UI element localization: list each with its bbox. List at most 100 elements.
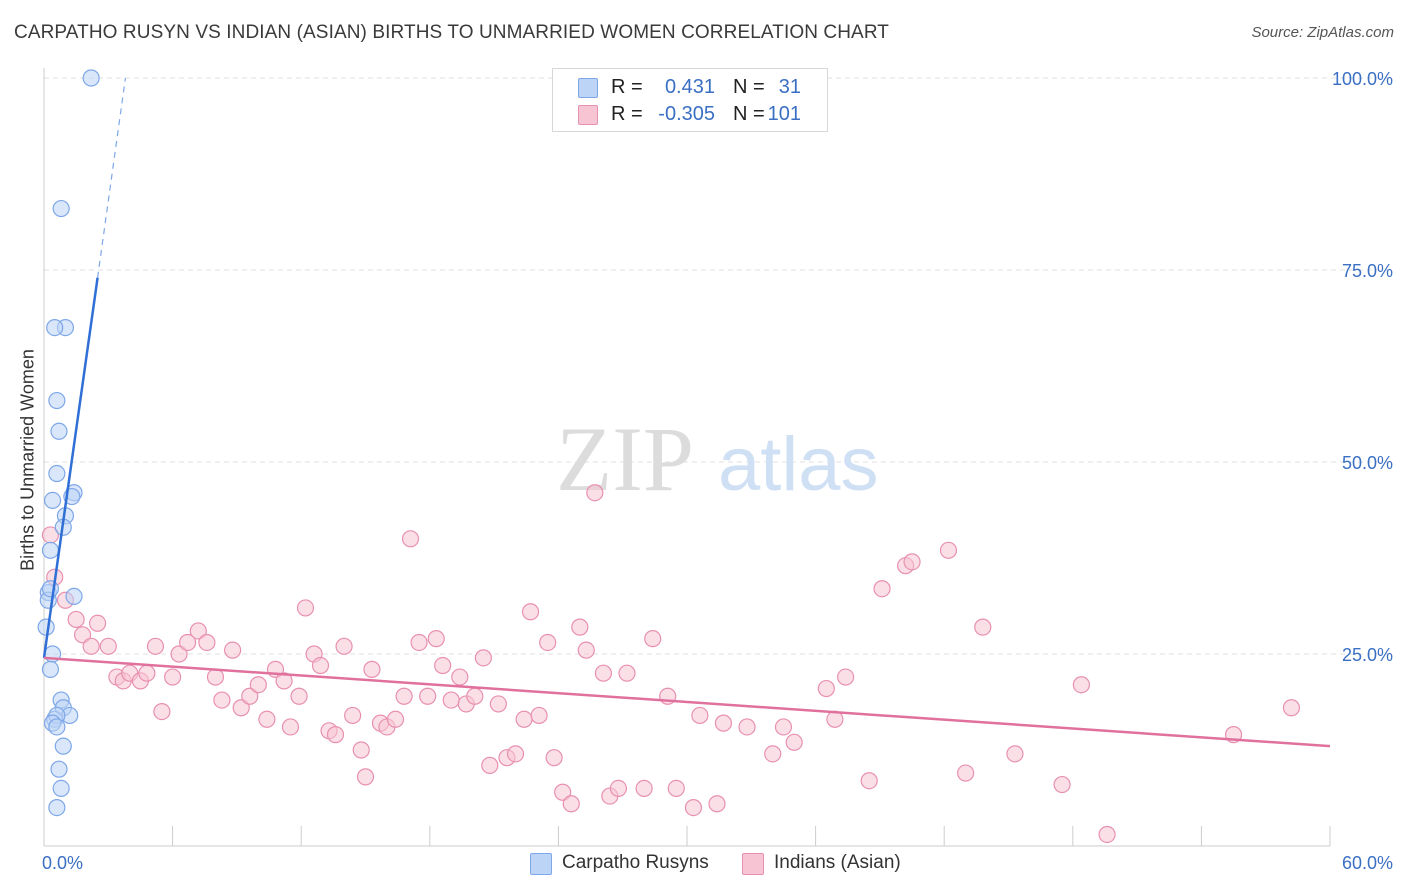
- indians-asian-point: [571, 618, 589, 636]
- x-tick-label: 60.0%: [1342, 853, 1393, 873]
- indians-asian-point: [170, 645, 188, 663]
- indians-asian-point: [258, 710, 276, 728]
- indians-asian-point: [232, 699, 250, 717]
- legend-row-indians-asian: R = -0.305 N = 101: [553, 101, 827, 127]
- indians-asian-point: [837, 668, 855, 686]
- legend-r-label: R =: [611, 103, 643, 125]
- y-tick-label: 25.0%: [1342, 645, 1393, 665]
- legend-r-label: R =: [611, 76, 643, 98]
- indians-asian-point: [311, 656, 330, 675]
- indians-asian-point: [290, 687, 308, 705]
- indians-asian-point: [356, 768, 375, 786]
- carpatho-rusyns-trend-line: [42, 277, 99, 659]
- legend-n-label: N =: [733, 76, 765, 98]
- indians-asian-point: [738, 718, 756, 736]
- carpatho-rusyns-point: [52, 779, 70, 798]
- indians-asian-point: [474, 649, 492, 667]
- indians-asian-point: [224, 641, 242, 659]
- y-tick-label: 50.0%: [1342, 453, 1393, 473]
- carpatho-rusyns-point: [82, 69, 100, 87]
- carpatho-rusyns-trend-extension: [96, 77, 127, 278]
- legend-r-value: 0.431: [664, 76, 715, 98]
- indians-asian-point: [785, 733, 803, 751]
- indians-asian-point: [1006, 745, 1024, 763]
- indians-asian-point: [395, 687, 413, 705]
- legend-swatch-blue: [530, 853, 552, 875]
- indians-asian-point: [67, 610, 85, 629]
- indians-asian-point: [275, 672, 293, 690]
- carpatho-rusyns-point: [48, 798, 66, 817]
- legend-n-label: N =: [733, 103, 765, 125]
- axes: [43, 68, 1331, 847]
- indians-asian-point: [714, 714, 733, 732]
- watermark-zip: ZIP: [556, 408, 694, 510]
- indians-asian-point: [451, 668, 469, 686]
- indians-asian-point: [189, 622, 207, 640]
- legend-swatch-pink: [578, 105, 598, 125]
- x-tick-label: 0.0%: [42, 853, 83, 873]
- indians-asian-point: [146, 637, 165, 655]
- indians-asian-point: [860, 772, 878, 790]
- indians-asian-point: [344, 706, 362, 725]
- indians-asian-point: [198, 633, 216, 652]
- legend-r-value: -0.305: [658, 103, 715, 125]
- legend-series-name: Carpatho Rusyns: [562, 852, 709, 873]
- indians-asian-point: [974, 618, 992, 636]
- indians-asian-point: [609, 779, 628, 798]
- legend-series-name: Indians (Asian): [774, 852, 901, 873]
- indians-asian-point: [241, 687, 259, 705]
- indians-asian-point: [326, 726, 345, 744]
- indians-asian-point: [179, 633, 197, 652]
- indians-asian-point: [442, 691, 460, 709]
- indians-asian-point: [667, 779, 685, 798]
- indians-asian-point: [352, 741, 370, 759]
- indians-asian-point: [481, 756, 499, 774]
- carpatho-rusyns-point: [41, 541, 60, 559]
- indians-asian-point: [213, 691, 231, 709]
- carpatho-rusyns-point: [50, 760, 68, 778]
- legend-row-carpatho-rusyns: R = 0.431 N = 31: [553, 74, 827, 100]
- indians-asian-point: [1072, 676, 1090, 694]
- chart-title: CARPATHO RUSYN VS INDIAN (ASIAN) BIRTHS …: [14, 22, 890, 43]
- indians-asian-point: [363, 660, 381, 678]
- indians-asian-point: [635, 779, 653, 798]
- indians-asian-point: [99, 637, 117, 655]
- indians-asian-point: [1053, 775, 1071, 794]
- carpatho-rusyns-point: [41, 660, 60, 678]
- indians-asian-point: [73, 626, 92, 644]
- indians-asian-point: [562, 795, 580, 813]
- indians-asian-point: [410, 633, 428, 652]
- watermark-atlas: atlas: [718, 422, 879, 507]
- indians-asian-point: [82, 637, 100, 655]
- indians-asian-point: [903, 553, 921, 571]
- y-axis-title: Births to Unmarried Women: [17, 349, 38, 571]
- indians-asian-point: [539, 633, 557, 652]
- indians-asian-point: [817, 679, 835, 698]
- legend-n-value: 101: [767, 103, 801, 125]
- carpatho-rusyns-point: [46, 319, 64, 337]
- indians-asian-point: [427, 630, 445, 648]
- y-tick-label: 100.0%: [1332, 69, 1393, 89]
- indians-asian-point: [618, 664, 636, 682]
- trend-lines: [42, 77, 1331, 748]
- carpatho-rusyns-point: [43, 491, 62, 509]
- carpatho-rusyns-point: [52, 199, 70, 218]
- indians-asian-point: [401, 530, 420, 548]
- carpatho-rusyns-point: [41, 580, 60, 598]
- tick-labels: 25.0% 50.0% 75.0% 100.0% 0.0% 60.0%: [42, 69, 1393, 873]
- indians-asian-point: [419, 687, 437, 705]
- indians-asian-point: [434, 656, 452, 675]
- indians-asian-point: [335, 637, 353, 655]
- indians-asian-point: [153, 702, 171, 721]
- carpatho-rusyns-point: [48, 718, 66, 736]
- carpatho-rusyns-point: [65, 587, 83, 606]
- y-tick-label: 75.0%: [1342, 261, 1393, 281]
- indians-asian-point: [586, 484, 604, 502]
- indians-asian-point: [1282, 699, 1301, 717]
- indians-asian-points: [41, 484, 1301, 844]
- indians-asian-point: [1098, 825, 1116, 844]
- correlation-legend: R = 0.431 N = 31 R = -0.305 N = 101: [552, 68, 828, 132]
- indians-asian-point: [594, 664, 613, 682]
- source-label: Source: ZipAtlas.com: [1251, 24, 1394, 41]
